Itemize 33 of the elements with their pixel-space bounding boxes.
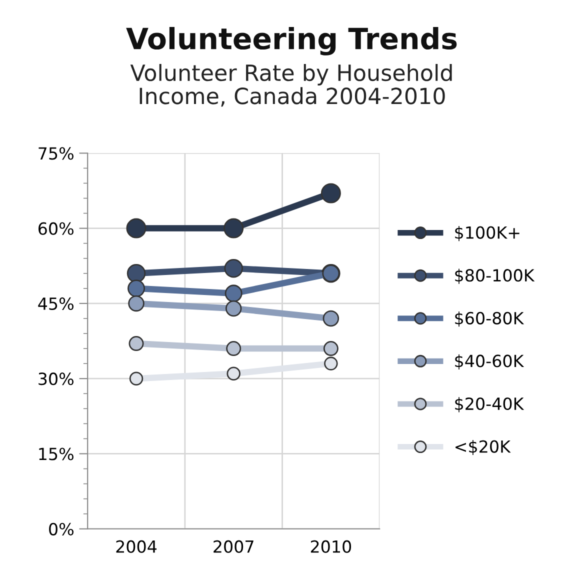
y-tick-label: 60% [38,222,74,235]
point [226,341,242,356]
legend-label: $20-40K [455,397,524,412]
legend-label: <$20K [456,440,511,456]
legend-label: $60-80K [455,312,524,327]
y-tick-label: 45% [38,297,74,310]
x-tick-label: 2010 [310,540,352,553]
point [224,284,242,302]
legend-label: $40-60K [455,354,524,370]
x-tick-label: 2004 [116,540,157,553]
chart-subtitle: Volunteer Rate by Household Income, Canada 2004-2010 [130,64,452,107]
y-tick-label: 30% [38,372,74,386]
point [126,218,146,238]
point [129,372,144,386]
chart-title: Volunteering Trends [126,26,457,56]
legend-label: $80-100K [455,268,535,284]
point [324,356,338,370]
y-tick-label: 75% [38,147,74,160]
point [128,336,144,352]
point [320,183,341,204]
point [224,259,243,278]
point [224,218,244,238]
point [323,341,338,356]
x-tick-label: 2007 [214,540,254,553]
y-tick-label: 0% [49,522,74,536]
point [128,295,144,312]
point [128,280,146,298]
point [322,310,340,327]
point [226,366,240,380]
point [225,300,242,317]
legend-label: $100K+ [455,226,520,242]
point [126,264,146,283]
y-tick-label: 15% [39,448,74,460]
